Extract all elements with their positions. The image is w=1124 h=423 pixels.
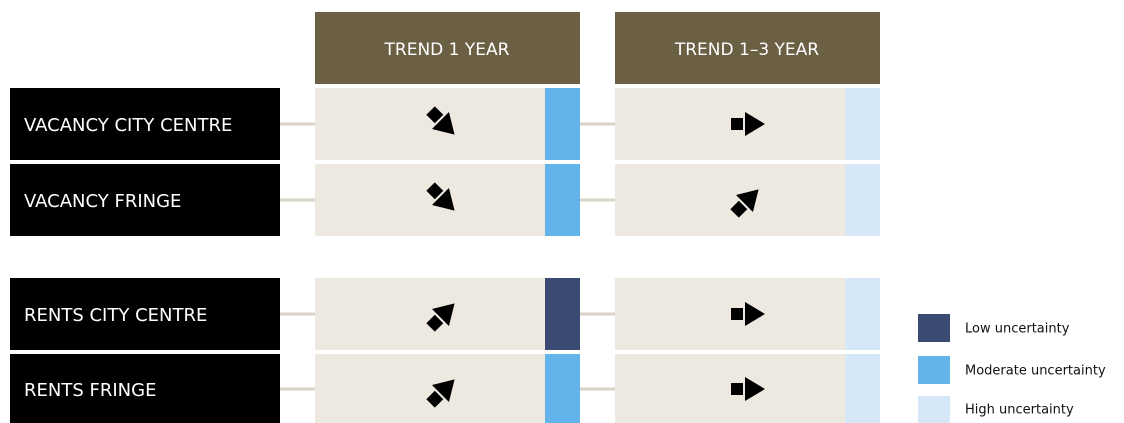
row: RENTS CITY CENTRE [10, 278, 880, 350]
row-label-box [10, 354, 280, 423]
row-label-box [10, 88, 280, 160]
trend-cell [315, 278, 545, 350]
trend-cell [615, 278, 845, 350]
uncertainty-bar [545, 164, 580, 236]
legend-label: High uncertainty [965, 403, 1074, 418]
row-label: RENTS FRINGE [24, 380, 156, 401]
uncertainty-bar [845, 278, 880, 350]
uncertainty-bar [545, 354, 580, 423]
legend-swatch [918, 356, 950, 384]
trend-cell [615, 354, 845, 423]
uncertainty-bar [545, 278, 580, 350]
uncertainty-bar [845, 164, 880, 236]
row: VACANCY CITY CENTRE [10, 88, 880, 160]
row-label: VACANCY CITY CENTRE [24, 115, 232, 136]
header-cell [615, 12, 880, 84]
row-label-box [10, 164, 280, 236]
trend-cell [315, 88, 545, 160]
legend-swatch [918, 396, 950, 423]
trend-cell [315, 354, 545, 423]
header-text: TREND 1 YEAR [384, 40, 510, 60]
uncertainty-bar [845, 354, 880, 423]
legend-label: Moderate uncertainty [965, 364, 1106, 379]
trend-cell [615, 88, 845, 160]
header-cell [315, 12, 580, 84]
header-text: TREND 1–3 YEAR [674, 40, 819, 60]
trend-cell [315, 164, 545, 236]
uncertainty-bar [845, 88, 880, 160]
legend-swatch [918, 314, 950, 342]
row: RENTS FRINGE [10, 354, 880, 423]
uncertainty-bar [545, 88, 580, 160]
legend: Low uncertainty Moderate uncertainty Hig… [918, 314, 1106, 423]
row-label: VACANCY FRINGE [24, 191, 181, 212]
row: VACANCY FRINGE [10, 164, 880, 236]
legend-label: Low uncertainty [965, 322, 1070, 337]
trend-cell [615, 164, 845, 236]
row-label: RENTS CITY CENTRE [24, 305, 207, 326]
row-label-box [10, 278, 280, 350]
